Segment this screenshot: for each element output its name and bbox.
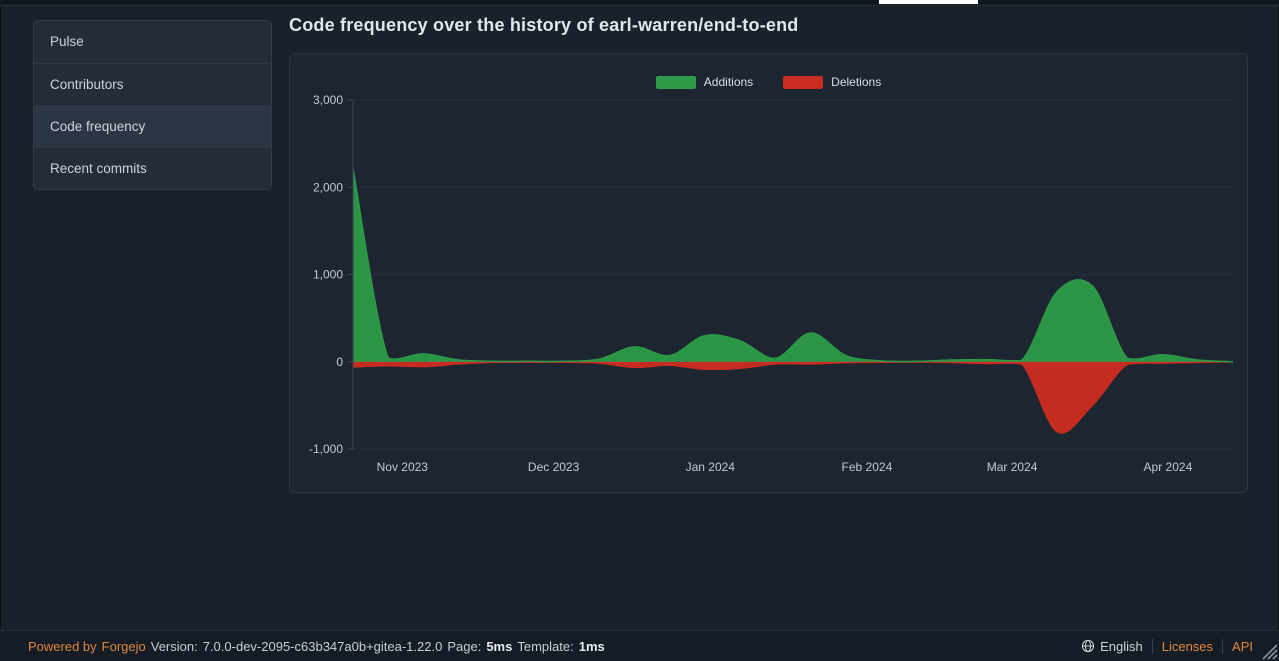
- legend-item-deletions[interactable]: Deletions: [783, 75, 881, 89]
- svg-text:Feb 2024: Feb 2024: [842, 460, 893, 474]
- svg-text:Dec 2023: Dec 2023: [528, 460, 580, 474]
- svg-text:3,000: 3,000: [313, 93, 343, 107]
- sidebar-item-pulse[interactable]: Pulse: [50, 34, 84, 49]
- legend-label-deletions: Deletions: [831, 75, 882, 89]
- sidebar-item-code-frequency[interactable]: Code frequency: [34, 105, 271, 147]
- activity-sidebar-menu: Pulse Contributors Code frequency Recent…: [33, 20, 272, 190]
- svg-text:Nov 2023: Nov 2023: [377, 460, 429, 474]
- sidebar-item-recent-commits[interactable]: Recent commits: [34, 147, 271, 189]
- svg-text:Mar 2024: Mar 2024: [987, 460, 1038, 474]
- sidebar-item-contributors[interactable]: Contributors: [34, 63, 271, 105]
- resize-grip-icon[interactable]: [1256, 638, 1278, 660]
- code-frequency-chart: 3,000 2,000 1,000 0 -1,000 Nov 2023 Dec 2023 Ja…: [309, 93, 1234, 474]
- footer: Powered by Forgejo Version: 7.0.0-dev-20…: [0, 630, 1279, 661]
- version-value: 7.0.0-dev-2095-c63b347a0b+gitea-1.22.0: [202, 638, 443, 654]
- chart-legend: Additions Deletions: [290, 75, 1247, 89]
- footer-left: Powered by Forgejo Version: 7.0.0-dev-20…: [28, 639, 605, 654]
- forgejo-link[interactable]: Forgejo: [101, 638, 146, 654]
- version-label: Version:: [150, 638, 198, 654]
- svg-text:-1,000: -1,000: [309, 442, 343, 456]
- page-title: Code frequency over the history of earl-…: [289, 15, 799, 35]
- template-time-label: Template:: [517, 638, 574, 654]
- api-link[interactable]: API: [1232, 638, 1253, 654]
- code-frequency-chart-card: 3,000 2,000 1,000 0 -1,000 Nov 2023 Dec 2023 Ja…: [289, 53, 1248, 493]
- svg-text:Apr 2024: Apr 2024: [1144, 460, 1193, 474]
- powered-by-text: Powered by: [28, 638, 97, 654]
- globe-icon: [1081, 639, 1095, 653]
- page-time-label: Page:: [447, 638, 482, 654]
- legend-label-additions: Additions: [703, 75, 754, 89]
- footer-right: English Licenses API: [1081, 638, 1253, 654]
- footer-divider: [1222, 638, 1224, 654]
- legend-item-additions[interactable]: Additions: [655, 75, 754, 89]
- licenses-link[interactable]: Licenses: [1161, 638, 1214, 654]
- footer-divider: [1151, 638, 1153, 654]
- svg-text:0: 0: [336, 355, 343, 369]
- svg-text:2,000: 2,000: [313, 180, 343, 194]
- active-tab-indicator: [879, 0, 978, 4]
- language-label: English: [1100, 638, 1143, 654]
- svg-text:1,000: 1,000: [313, 268, 343, 282]
- svg-text:Jan 2024: Jan 2024: [686, 460, 736, 474]
- language-selector[interactable]: English: [1081, 639, 1143, 654]
- tab-bar-strip: [0, 0, 1279, 6]
- additions-swatch-icon: [655, 75, 696, 89]
- deletions-swatch-icon: [783, 75, 824, 89]
- page-time-value: 5ms: [486, 638, 513, 654]
- template-time-value: 1ms: [578, 638, 605, 654]
